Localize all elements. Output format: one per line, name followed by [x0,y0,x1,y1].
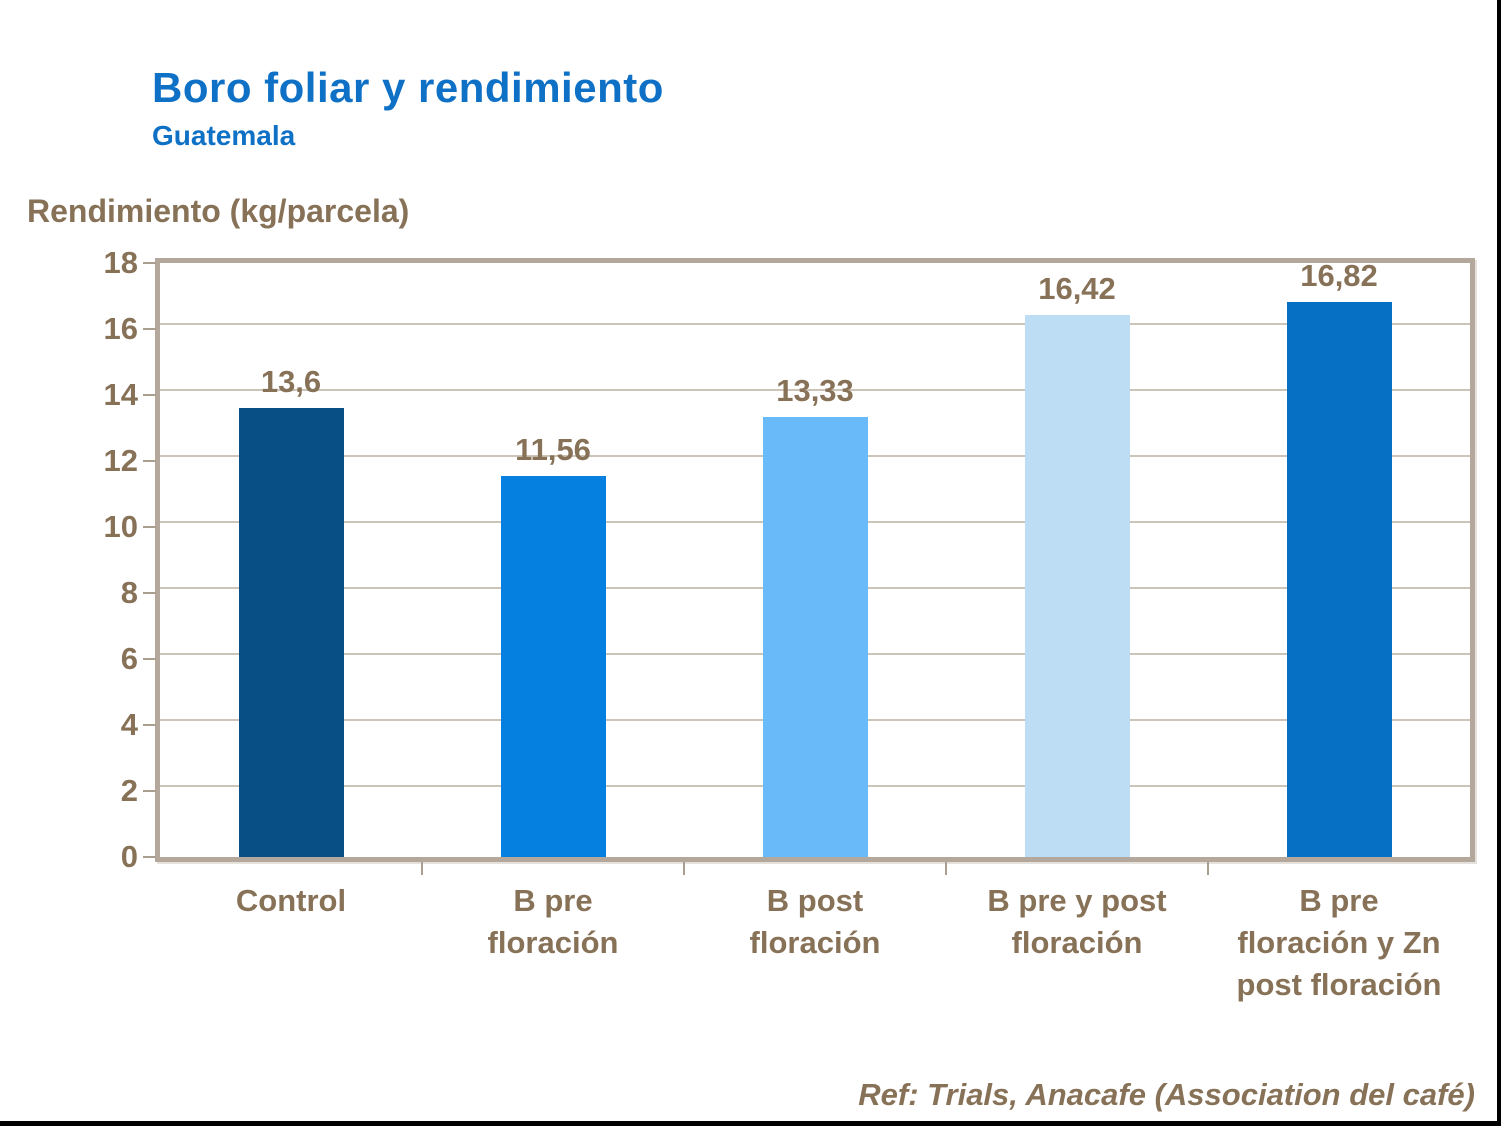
y-tick-mark [143,592,156,594]
x-category-label-line: floración [749,925,881,960]
x-category-label: B pre floración [422,880,684,964]
y-tick-mark [143,526,156,528]
x-category-label-line: floración y Zn [1237,925,1441,960]
y-tick-label: 10 [103,509,138,544]
x-category-label-line: B post [766,883,864,918]
bar-value-label: 16,42 [1038,271,1116,307]
y-tick-mark [143,262,156,264]
y-tick-label: 16 [103,311,138,346]
x-category-label: B pre y post floración [946,880,1208,964]
gridline [160,323,1470,325]
x-category-label-line: floración [487,925,619,960]
bar-value-label: 16,82 [1300,257,1378,293]
y-tick-label: 18 [103,245,138,280]
y-tick-mark [143,724,156,726]
y-tick-mark [143,658,156,660]
chart-subtitle: Guatemala [152,120,296,151]
y-tick-label: 14 [103,377,138,412]
bar [1286,301,1392,857]
y-tick-mark [143,394,156,396]
bar-value-label: 13,33 [776,373,854,409]
x-category-label-line: post floración [1236,967,1442,1002]
y-tick-label: 4 [120,707,138,742]
source-reference: Ref: Trials, Anacafe (Association del ca… [858,1077,1475,1112]
bar [500,475,606,857]
y-tick-label: 8 [120,575,138,610]
y-tick-label: 6 [120,641,138,676]
bar [238,408,344,857]
x-category-label: B pre floración y Zn post floración [1208,880,1470,1006]
bar-value-label: 13,6 [260,364,322,400]
gridline [160,389,1470,391]
bar [1024,315,1130,857]
x-category-label-line: B pre [513,883,593,918]
x-tick-mark [421,862,423,875]
x-category-label-line: B pre y post [987,883,1167,918]
x-tick-mark [945,862,947,875]
y-axis-title: Rendimiento (kg/parcela) [27,193,410,229]
y-tick-mark [143,460,156,462]
x-category-label-line: B pre [1299,883,1379,918]
y-tick-label: 12 [103,443,138,478]
bar-value-label: 11,56 [515,431,591,467]
bar [762,417,868,857]
y-tick-mark [143,856,156,858]
y-tick-label: 2 [120,773,138,808]
y-tick-mark [143,790,156,792]
chart-title: Boro foliar y rendimiento [152,64,664,111]
x-category-label: Control [160,880,422,922]
x-tick-mark [683,862,685,875]
x-tick-mark [1207,862,1209,875]
y-tick-mark [143,328,156,330]
x-category-label-line: floración [1011,925,1143,960]
x-category-label-line: Control [235,883,347,918]
y-tick-label: 0 [120,839,138,874]
x-category-label: B post floración [684,880,946,964]
